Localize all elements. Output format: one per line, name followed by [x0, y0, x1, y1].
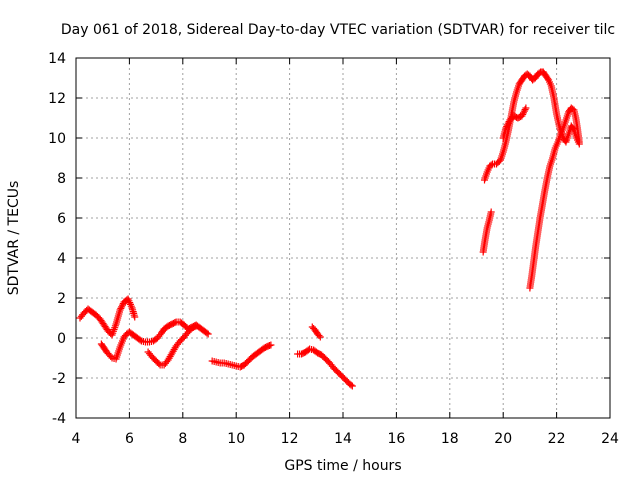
data-series — [76, 295, 139, 339]
y-tick-label: -4 — [52, 411, 66, 427]
data-point — [131, 313, 139, 321]
data-point — [487, 161, 495, 169]
data-point — [204, 330, 212, 338]
data-point — [518, 112, 526, 120]
chart-title: Day 061 of 2018, Sidereal Day-to-day VTE… — [61, 22, 615, 38]
y-tick-label: 2 — [57, 291, 66, 307]
data-series — [208, 341, 275, 371]
x-tick-label: 6 — [125, 431, 134, 447]
y-axis-label: SDTVAR / TECUs — [6, 181, 22, 296]
data-point — [315, 332, 323, 339]
data-series — [144, 322, 200, 369]
data-series — [557, 122, 583, 148]
data-point — [503, 121, 511, 129]
y-tick-label: 6 — [57, 211, 66, 227]
y-tick-label: 0 — [57, 331, 66, 347]
data-point — [502, 124, 510, 132]
x-tick-label: 20 — [494, 431, 512, 447]
data-point — [117, 304, 125, 312]
plot-frame — [75, 57, 611, 419]
y-tick-label: 10 — [48, 131, 66, 147]
y-tick-label: 8 — [57, 171, 66, 187]
x-tick-label: 16 — [387, 431, 405, 447]
data-point — [116, 306, 124, 314]
data-point — [155, 360, 163, 368]
data-point — [519, 110, 527, 118]
data-points — [76, 68, 583, 390]
data-series — [97, 318, 212, 363]
x-tick-label: 12 — [281, 431, 299, 447]
data-point — [575, 140, 583, 148]
data-point — [191, 323, 199, 331]
x-tick-label: 14 — [334, 431, 352, 447]
y-tick-label: 14 — [48, 51, 66, 67]
x-tick-label: 4 — [72, 431, 81, 447]
x-tick-label: 24 — [601, 431, 619, 447]
data-series — [308, 323, 324, 341]
data-point — [118, 303, 126, 311]
data-point — [347, 381, 355, 389]
data-series — [294, 345, 356, 390]
x-tick-label: 8 — [178, 431, 187, 447]
data-point — [504, 119, 512, 127]
data-point — [503, 122, 511, 130]
data-point — [316, 333, 324, 341]
data-point — [487, 208, 495, 216]
x-tick-label: 18 — [441, 431, 459, 447]
y-tick-label: 4 — [57, 251, 66, 267]
data-point — [521, 106, 529, 114]
data-point — [267, 341, 275, 349]
x-axis-label: GPS time / hours — [284, 458, 401, 474]
data-point — [569, 125, 577, 133]
x-tick-label: 22 — [548, 431, 566, 447]
data-series — [479, 208, 495, 256]
data-point — [203, 329, 211, 337]
data-point — [136, 336, 144, 344]
data-point — [192, 322, 200, 330]
data-point — [171, 319, 179, 327]
x-tick-label: 10 — [227, 431, 245, 447]
data-point — [522, 104, 530, 112]
y-tick-label: 12 — [48, 91, 66, 107]
data-point — [118, 301, 126, 309]
data-series — [499, 104, 530, 142]
data-point — [519, 109, 527, 117]
y-tick-label: -2 — [52, 371, 66, 387]
data-point — [348, 382, 356, 390]
data-point — [520, 107, 528, 115]
data-series — [526, 104, 583, 292]
